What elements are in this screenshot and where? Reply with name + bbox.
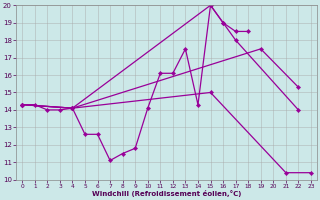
X-axis label: Windchill (Refroidissement éolien,°C): Windchill (Refroidissement éolien,°C) <box>92 190 241 197</box>
